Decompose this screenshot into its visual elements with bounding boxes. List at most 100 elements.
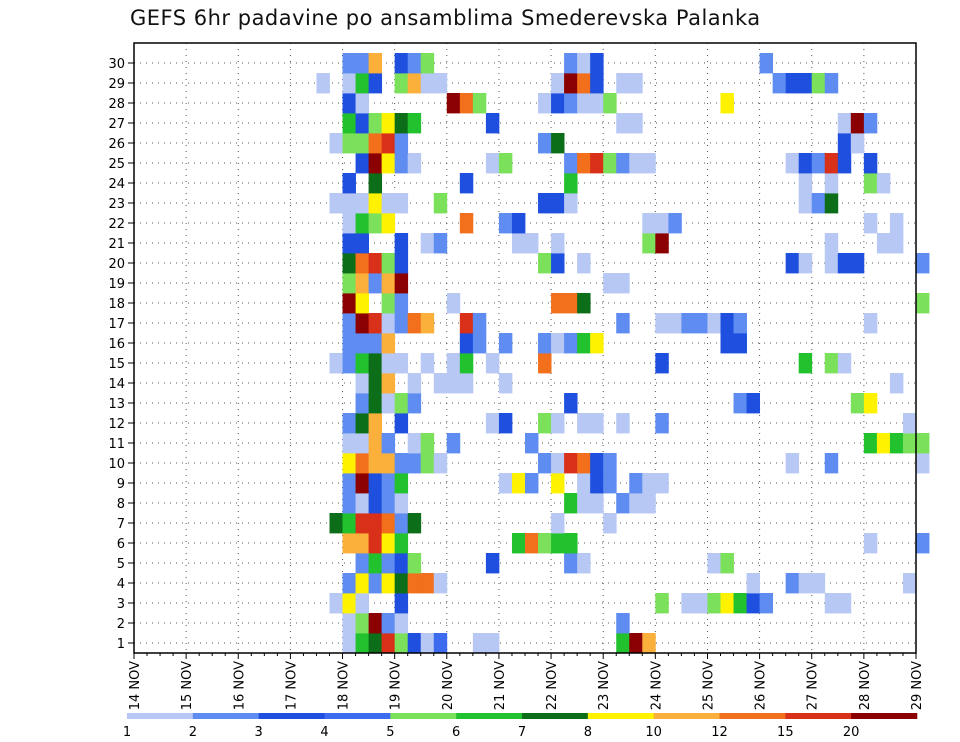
y-tick-label: 23 xyxy=(108,197,125,212)
precip-cell xyxy=(564,93,578,114)
y-tick-label: 22 xyxy=(108,217,125,232)
precip-cell xyxy=(603,273,617,294)
precip-cell xyxy=(863,313,878,334)
precip-cell xyxy=(616,613,630,634)
precip-cell xyxy=(342,453,356,474)
precip-cell xyxy=(746,573,760,594)
precip-cell xyxy=(446,293,461,314)
precip-cell xyxy=(916,293,930,314)
precip-cell xyxy=(876,173,891,194)
precip-cell xyxy=(485,553,500,574)
precip-cell xyxy=(407,53,422,74)
precip-cell xyxy=(681,313,695,334)
precip-cell xyxy=(863,113,878,134)
precip-cell xyxy=(746,593,760,614)
precip-cell xyxy=(837,133,852,154)
precip-cell xyxy=(407,513,422,534)
colorbar-label: 1 xyxy=(123,725,131,740)
y-tick-label: 28 xyxy=(108,97,125,112)
precip-cell xyxy=(329,133,343,154)
precip-cell xyxy=(433,373,448,394)
precip-cell xyxy=(577,473,591,494)
precip-cell xyxy=(394,113,409,134)
precip-cell xyxy=(407,633,422,654)
precip-cell xyxy=(407,373,422,394)
precip-cell xyxy=(381,613,396,634)
precip-cell xyxy=(420,53,435,74)
precip-cell xyxy=(342,233,356,254)
precip-cell xyxy=(459,213,474,234)
y-tick-label: 11 xyxy=(108,437,125,452)
precip-cell xyxy=(420,73,435,94)
precip-cell xyxy=(551,333,565,354)
x-tick-label: 27 NOV xyxy=(806,661,821,710)
precip-cell xyxy=(564,293,578,314)
precip-cell xyxy=(616,153,630,174)
precip-cell xyxy=(824,173,839,194)
precip-cell xyxy=(577,153,591,174)
y-tick-label: 29 xyxy=(108,77,125,92)
precip-cell xyxy=(824,193,839,214)
precip-cell xyxy=(407,453,422,474)
precip-cell xyxy=(368,473,383,494)
precip-cell xyxy=(551,293,565,314)
precip-cell xyxy=(811,193,826,214)
precip-cell xyxy=(394,73,409,94)
precip-cell xyxy=(616,413,630,434)
precip-cell xyxy=(355,613,369,634)
precip-cell xyxy=(394,393,409,414)
precip-cell xyxy=(564,453,578,474)
y-tick-label: 30 xyxy=(108,57,125,72)
colorbar-segment xyxy=(785,713,852,719)
x-tick-label: 16 NOV xyxy=(232,661,247,710)
precip-cell xyxy=(655,473,669,494)
precip-cell xyxy=(538,333,552,354)
precip-cell xyxy=(720,593,734,614)
precip-cell xyxy=(342,313,356,334)
y-tick-label: 27 xyxy=(108,117,125,132)
colorbar-label: 4 xyxy=(320,725,328,740)
precip-cell xyxy=(368,553,383,574)
precip-cell xyxy=(498,373,513,394)
precip-cell xyxy=(485,353,500,374)
precip-cell xyxy=(642,493,656,514)
precip-cell xyxy=(355,413,369,434)
y-tick-label: 5 xyxy=(117,557,125,572)
precip-cell xyxy=(485,113,500,134)
colorbar-label: 12 xyxy=(711,725,728,740)
precip-cell xyxy=(511,533,526,554)
precip-cell xyxy=(889,433,904,454)
precip-cell xyxy=(655,593,669,614)
precip-cell xyxy=(863,173,878,194)
precip-cell xyxy=(381,553,396,574)
precip-cell xyxy=(407,553,422,574)
precip-cell xyxy=(368,353,383,374)
precip-cell xyxy=(655,233,669,254)
precip-cell xyxy=(824,453,839,474)
precip-cell xyxy=(837,253,852,274)
colorbar-segment xyxy=(390,713,457,719)
precip-cell xyxy=(707,553,721,574)
colorbar-label: 5 xyxy=(386,725,394,740)
precip-cell xyxy=(733,333,747,354)
precip-cell xyxy=(459,373,474,394)
precip-cell xyxy=(642,233,656,254)
y-tick-label: 21 xyxy=(108,237,125,252)
precip-cell xyxy=(420,633,435,654)
precip-cell xyxy=(564,553,578,574)
precip-cell xyxy=(837,113,852,134)
precip-cell xyxy=(394,633,409,654)
precip-cell xyxy=(642,473,656,494)
precip-cell xyxy=(629,113,643,134)
x-tick-label: 19 NOV xyxy=(389,661,404,710)
precip-cell xyxy=(381,433,396,454)
precip-cell xyxy=(616,273,630,294)
precip-cell xyxy=(759,593,774,614)
precip-cell xyxy=(564,153,578,174)
precip-cell xyxy=(889,373,904,394)
colorbar-segment xyxy=(258,713,325,719)
precip-cell xyxy=(342,93,356,114)
precip-cell xyxy=(564,73,578,94)
precip-cell xyxy=(902,413,917,434)
precip-cell xyxy=(355,113,369,134)
